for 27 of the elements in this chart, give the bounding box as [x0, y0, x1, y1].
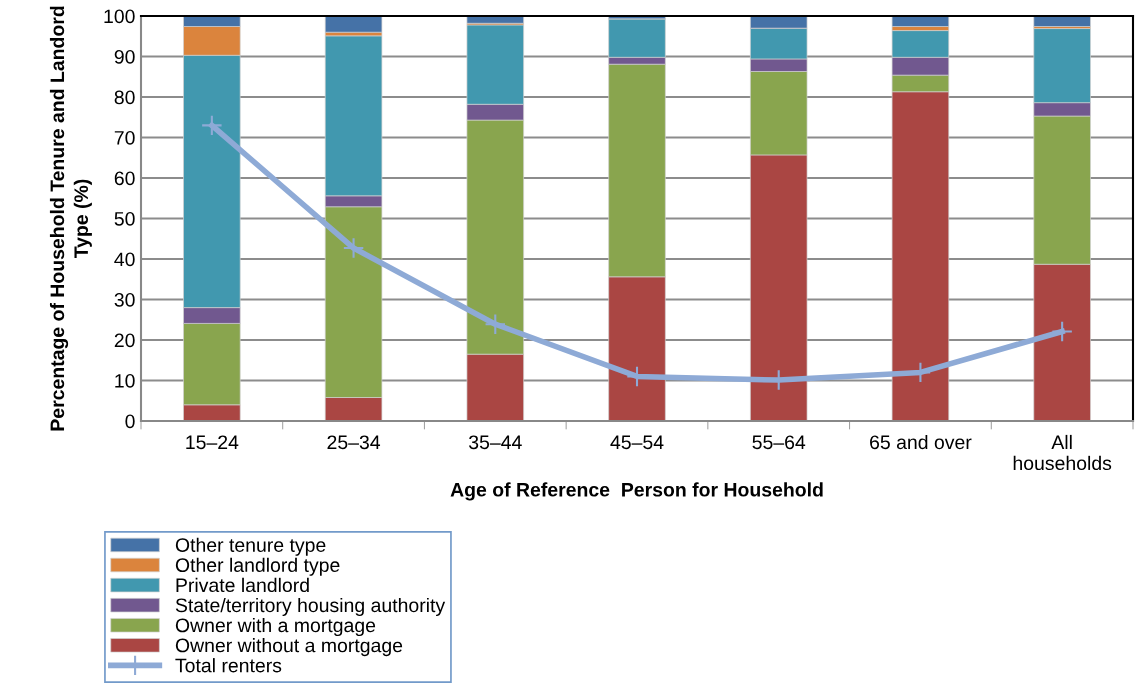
y-axis-title: Percentage of Household Tenure and Landord Type (%): [49, 6, 92, 431]
legend-label: Other landlord type: [175, 557, 340, 576]
x-axis-title: Age of Reference Person for Household: [450, 482, 823, 501]
y-tick-label: 0: [125, 414, 135, 429]
legend-label: Total renters: [175, 658, 282, 673]
y-tick-label: 60: [114, 171, 135, 186]
y-tick-label: 20: [114, 333, 135, 348]
x-tick-label: 65 and over: [870, 434, 972, 450]
legend-label: Other tenure type: [175, 537, 326, 556]
x-tick-label: 25–34: [327, 435, 381, 450]
x-tick-label: 45–54: [610, 435, 664, 450]
y-tick-label: 90: [114, 49, 135, 64]
y-tick-label: 80: [114, 90, 135, 105]
x-tick-label: All households: [1013, 434, 1112, 471]
y-tick-label: 70: [114, 130, 135, 145]
y-tick-label: 50: [114, 211, 135, 226]
legend-label: State/territory housing authority: [175, 597, 446, 617]
y-tick-label: 10: [115, 373, 135, 388]
legend-label: Owner with a mortgage: [175, 617, 376, 637]
x-tick-label: 55–64: [752, 435, 806, 450]
x-tick-label: 35–44: [468, 435, 522, 450]
x-tick-label: 15–24: [186, 435, 239, 450]
y-tick-label: 30: [114, 292, 135, 307]
legend-label: Private landlord: [176, 577, 309, 593]
legend-label: Owner without a mortgage: [175, 638, 403, 657]
y-tick-label: 40: [114, 252, 135, 267]
y-tick-label: 100: [104, 9, 135, 24]
